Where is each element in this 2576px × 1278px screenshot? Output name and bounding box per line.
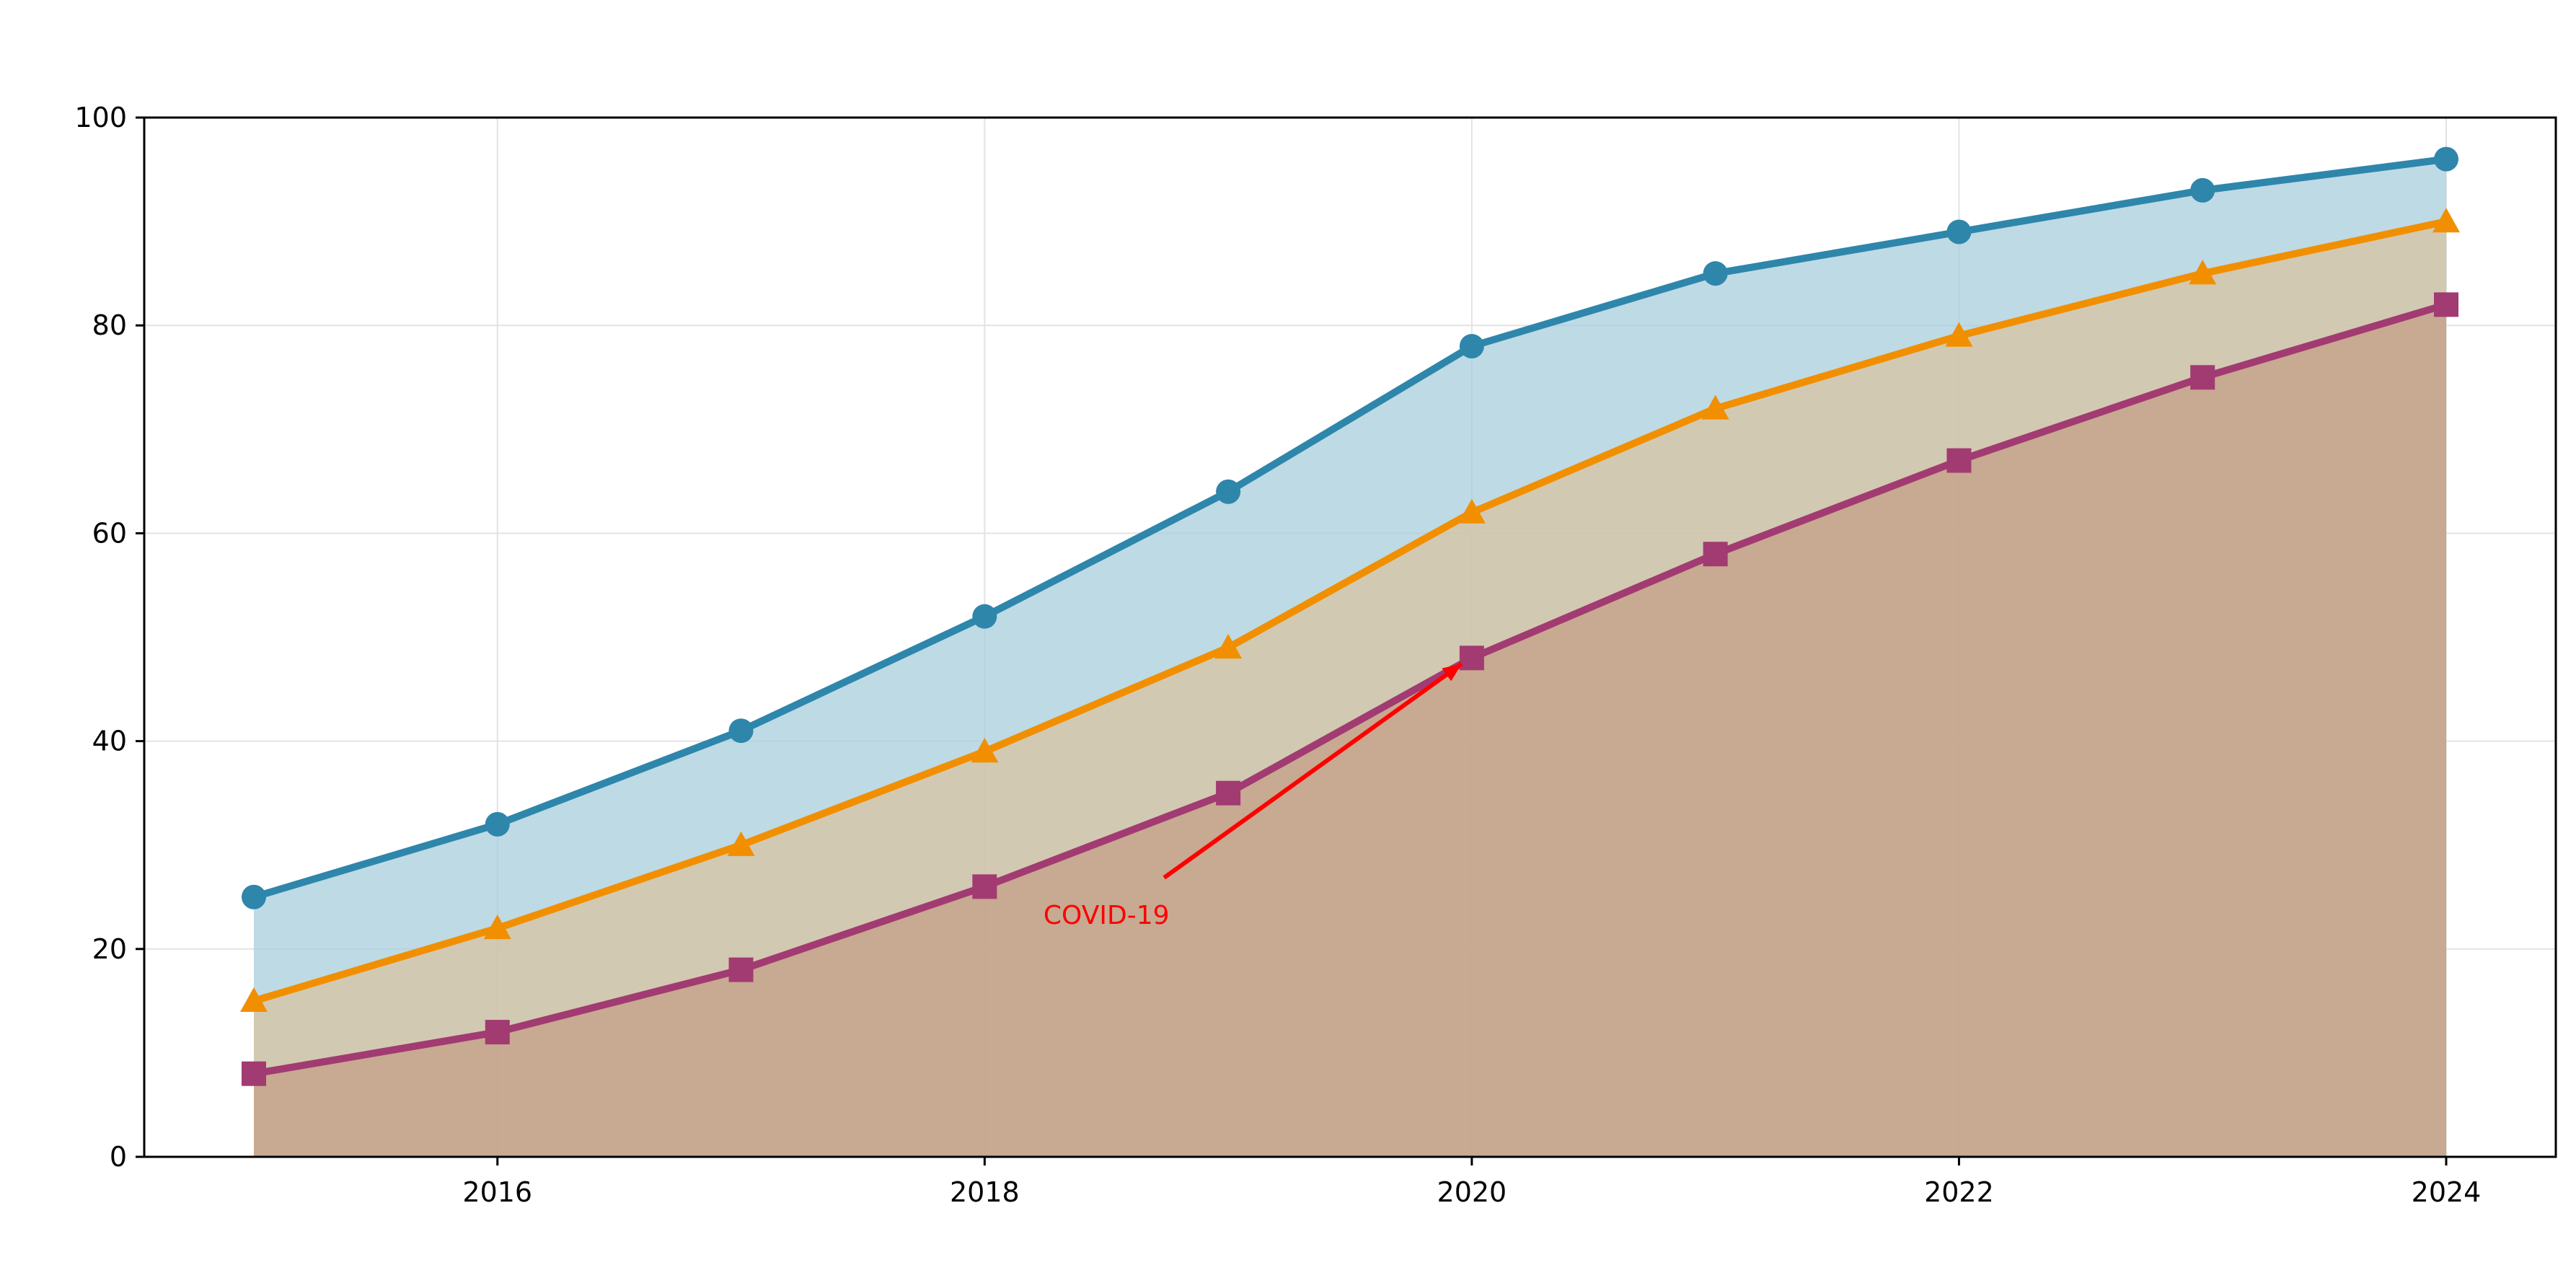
plot-frame: [143, 116, 2557, 1158]
data-point-series-0-2023: [2190, 177, 2215, 203]
x-tick-label-2018: 2018: [950, 1176, 1020, 1208]
annotation-arrow-line: [1163, 661, 1463, 880]
x-tick-label-2020: 2020: [1437, 1176, 1507, 1208]
x-tick-label-2022: 2022: [1924, 1176, 1994, 1208]
data-point-series-2-2022: [1946, 448, 1972, 473]
data-point-series-2-2024: [2434, 292, 2458, 317]
data-point-series-1-2023: [2189, 260, 2217, 285]
y-tick-label-80: 80: [92, 309, 127, 341]
data-point-series-2-2017: [728, 957, 754, 982]
data-point-series-2-2016: [485, 1020, 510, 1045]
annotation-arrow-head: [1442, 664, 1462, 682]
tick-labels: 2016 2018 2020 2022 2024 0 20 40 60 80 100: [74, 102, 2481, 1208]
data-point-series-1-2016: [483, 914, 511, 940]
data-point-series-0-2017: [728, 718, 754, 744]
area-fills: [254, 159, 2446, 1158]
data-point-series-1-2017: [727, 831, 755, 856]
data-point-series-1-2019: [1214, 633, 1243, 659]
y-tick-label-100: 100: [74, 102, 127, 133]
y-tick-label-40: 40: [92, 726, 127, 757]
area-fill-series-2: [254, 304, 2446, 1157]
data-point-series-2-2021: [1703, 542, 1728, 567]
data-point-series-2-2019: [1216, 780, 1241, 806]
series-line-0: [250, 155, 2450, 901]
y-tick-label-60: 60: [92, 517, 127, 549]
data-point-series-2-2018: [972, 874, 997, 899]
annotation: COVID-19: [1044, 661, 1463, 930]
data-point-series-0-2016: [485, 811, 510, 837]
data-point-series-0-2018: [972, 604, 997, 629]
data-point-series-1-2021: [1701, 395, 1729, 420]
y-tick-label-0: 0: [110, 1141, 127, 1173]
data-point-series-1-2024: [2432, 208, 2460, 233]
axes: [136, 116, 2557, 1165]
data-points: [240, 146, 2460, 1086]
series-line-2: [250, 301, 2450, 1078]
data-point-series-1-2022: [1945, 322, 1973, 347]
data-point-series-2-2020: [1459, 645, 1484, 671]
data-point-series-0-2019: [1216, 479, 1241, 504]
data-point-series-2-2023: [2190, 365, 2215, 390]
data-point-series-0-2024: [2434, 146, 2458, 172]
data-point-series-2-2015: [242, 1061, 266, 1086]
data-point-series-1-2015: [240, 987, 268, 1013]
annotation-text-line1: COVID-19: [1044, 901, 1170, 930]
x-tick-label-2016: 2016: [462, 1176, 532, 1208]
x-tick-label-2024: 2024: [2412, 1176, 2482, 1208]
series-line-1: [250, 218, 2450, 1005]
data-point-series-0-2020: [1459, 334, 1484, 359]
data-point-series-0-2015: [242, 884, 266, 909]
data-point-series-1-2020: [1457, 498, 1486, 524]
data-point-series-1-2018: [971, 738, 999, 763]
data-point-series-0-2021: [1703, 261, 1728, 286]
series-lines: [250, 155, 2450, 1078]
data-point-series-0-2022: [1946, 219, 1972, 244]
y-tick-label-20: 20: [92, 933, 127, 965]
